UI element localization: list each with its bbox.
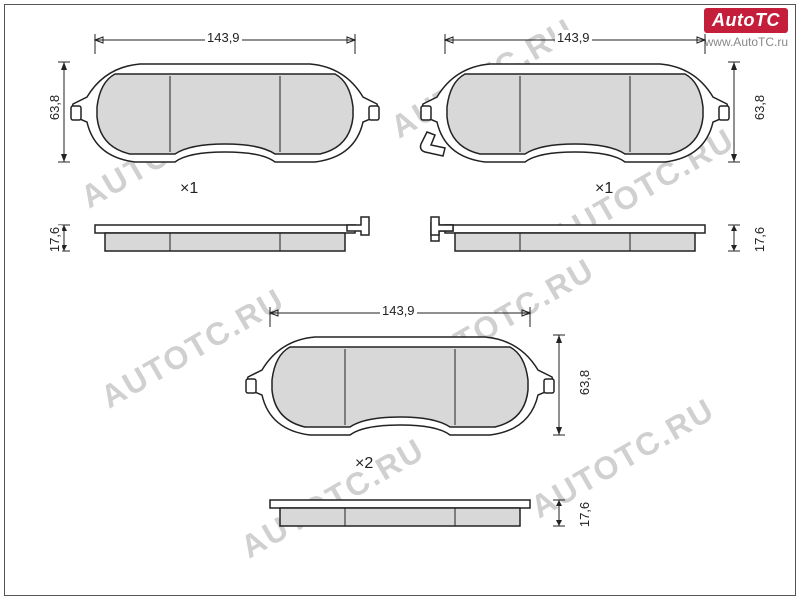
dim-thick-l: 17,6 xyxy=(47,225,62,254)
technical-drawing xyxy=(0,0,800,600)
dim-width-tr: 143,9 xyxy=(555,30,592,45)
dim-height-l: 63,8 xyxy=(47,93,62,122)
qty-top-left: ×1 xyxy=(180,180,198,198)
dim-thick-b: 17,6 xyxy=(577,500,592,529)
qty-bottom: ×2 xyxy=(355,455,373,473)
qty-top-right: ×1 xyxy=(595,180,613,198)
dim-width-tl: 143,9 xyxy=(205,30,242,45)
dim-height-b: 63,8 xyxy=(577,368,592,397)
dim-thick-r: 17,6 xyxy=(752,225,767,254)
dim-width-b: 143,9 xyxy=(380,303,417,318)
dim-height-r: 63,8 xyxy=(752,93,767,122)
